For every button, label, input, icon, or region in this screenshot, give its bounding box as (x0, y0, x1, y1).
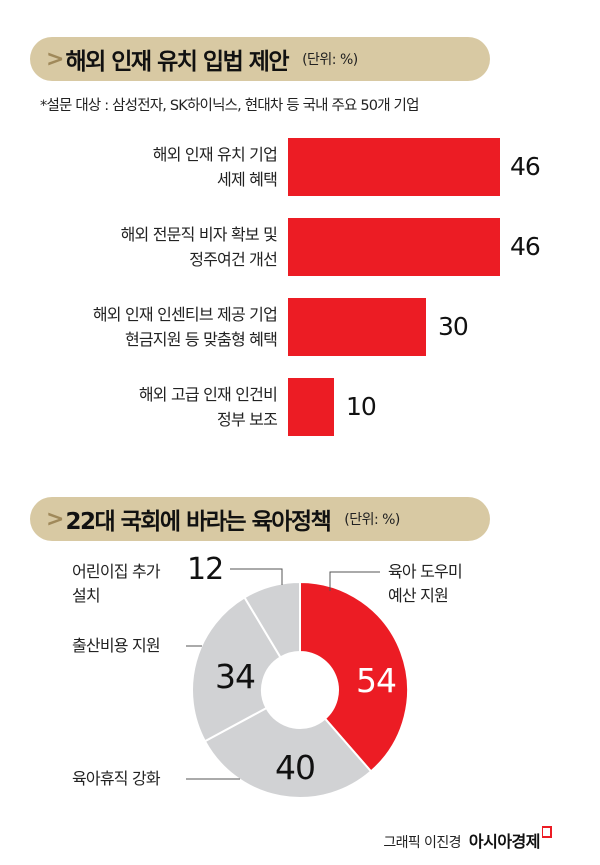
donut-slice-parental-leave (203, 706, 373, 800)
slice-value-54: 54 (356, 661, 397, 700)
bar-row: 해외 인재 유치 기업 세제 혜택 46 (0, 138, 600, 196)
section2-header: > 22대 국회에 바라는 육아정책 (단위: %) (30, 497, 490, 541)
section1-unit: (단위: %) (302, 52, 358, 68)
brand-logo-text: 아시아경제 (468, 832, 541, 851)
chevron-right-icon: > (46, 46, 64, 72)
bar (288, 138, 500, 196)
bar-label: 해외 인재 인센티브 제공 기업 현금지원 등 맞춤형 혜택 (92, 302, 278, 352)
bar (288, 218, 500, 276)
slice-label-childcare-helper: 육아 도우미 예산 지원 (388, 560, 463, 608)
bar-label-line2: 현금지원 등 맞춤형 혜택 (124, 330, 278, 349)
bar-label: 해외 인재 유치 기업 세제 혜택 (152, 142, 278, 192)
section2-title: 22대 국회에 바라는 육아정책 (65, 509, 331, 535)
label-line2: 설치 (72, 586, 101, 605)
survey-note: *설문 대상 : 삼성전자, SK하이닉스, 현대차 등 국내 주요 50개 기… (40, 98, 419, 114)
slice-value-12: 12 (187, 552, 224, 587)
slice-value-34: 34 (215, 657, 256, 696)
bar-label-line1: 해외 전문직 비자 확보 및 (120, 225, 278, 244)
bar (288, 378, 334, 436)
slice-label-parental-leave: 육아휴직 강화 (72, 767, 161, 791)
label-line2: 예산 지원 (388, 586, 449, 605)
donut-slice-childcare-helper (299, 580, 410, 773)
slice-label-birth-cost: 출산비용 지원 (72, 634, 161, 658)
bar-value: 46 (510, 152, 541, 181)
label-line1: 출산비용 지원 (72, 636, 161, 655)
section1-header: > 해외 인재 유치 입법 제안 (단위: %) (30, 37, 490, 81)
bar (288, 298, 426, 356)
chevron-right-icon: > (46, 506, 64, 532)
bar-label-line2: 정주여건 개선 (189, 250, 278, 269)
bar-label-line2: 정부 보조 (217, 410, 278, 429)
donut-slice-birth-cost (191, 596, 282, 743)
bar-label-line1: 해외 인재 유치 기업 (152, 145, 278, 164)
leader-line (329, 571, 380, 591)
credit: 그래픽 이진경 아시아경제 (383, 826, 552, 852)
label-line1: 육아 도우미 (388, 562, 463, 581)
bar-value: 30 (438, 312, 469, 341)
section1-title: 해외 인재 유치 입법 제안 (65, 49, 289, 75)
slice-label-daycare: 어린이집 추가 설치 (72, 560, 161, 608)
bar-label-line2: 세제 혜택 (217, 170, 278, 189)
donut-slice-daycare (243, 580, 301, 659)
brand-mark-icon (542, 826, 552, 838)
label-line1: 육아휴직 강화 (72, 769, 161, 788)
label-line1: 어린이집 추가 (72, 562, 161, 581)
bar-label-line1: 해외 인재 인센티브 제공 기업 (92, 305, 278, 324)
bar-label: 해외 고급 인재 인건비 정부 보조 (138, 382, 278, 432)
leader-line (230, 568, 283, 585)
bar-row: 해외 전문직 비자 확보 및 정주여건 개선 46 (0, 218, 600, 276)
bar-row: 해외 인재 인센티브 제공 기업 현금지원 등 맞춤형 혜택 30 (0, 298, 600, 356)
bar-value: 46 (510, 232, 541, 261)
bar-label-line1: 해외 고급 인재 인건비 (138, 385, 278, 404)
credit-author: 그래픽 이진경 (383, 835, 461, 851)
slice-value-40: 40 (275, 748, 316, 787)
section2-unit: (단위: %) (344, 512, 400, 528)
bar-label: 해외 전문직 비자 확보 및 정주여건 개선 (120, 222, 278, 272)
bar-value: 10 (346, 392, 377, 421)
bar-row: 해외 고급 인재 인건비 정부 보조 10 (0, 378, 600, 436)
